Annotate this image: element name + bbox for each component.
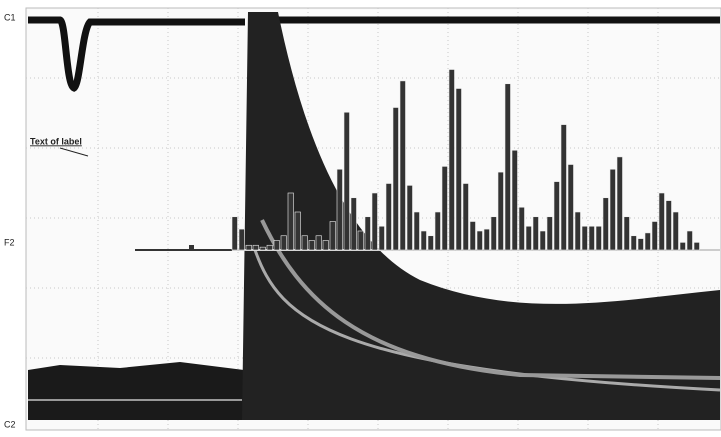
histogram-bar — [511, 149, 518, 251]
histogram-bar — [455, 88, 462, 251]
histogram-bar — [588, 225, 595, 251]
histogram-bar — [280, 235, 287, 251]
histogram-bar — [497, 171, 504, 251]
histogram-bar — [553, 181, 560, 251]
histogram-bar — [693, 242, 700, 251]
histogram-bar — [651, 221, 658, 251]
histogram-bar — [392, 107, 399, 251]
histogram-bar — [385, 183, 392, 251]
histogram-bar — [273, 240, 280, 251]
histogram-bar — [259, 246, 266, 251]
histogram-bar — [413, 211, 420, 251]
histogram-bar — [231, 216, 238, 251]
histogram-bar — [427, 235, 434, 251]
histogram-bar — [462, 183, 469, 251]
histogram-marker — [189, 245, 194, 250]
histogram-bar — [301, 235, 308, 251]
channel-label: F2 — [4, 237, 15, 247]
histogram-bar — [581, 225, 588, 251]
histogram-bar — [679, 242, 686, 251]
histogram — [231, 69, 700, 251]
decay-trace — [260, 219, 721, 380]
histogram-bar — [364, 216, 371, 251]
histogram-bar — [644, 232, 651, 251]
decay-trace — [253, 249, 721, 392]
histogram-bar — [532, 216, 539, 251]
histogram-bar — [665, 200, 672, 251]
histogram-bar — [504, 83, 511, 251]
annotation-pointer — [59, 147, 89, 157]
histogram-bar — [357, 230, 364, 251]
histogram-bar — [616, 156, 623, 251]
histogram-bar — [406, 185, 413, 251]
histogram-bar — [350, 197, 357, 251]
histogram-bar — [525, 225, 532, 251]
noise-band — [28, 362, 244, 420]
histogram-bar — [595, 225, 602, 251]
histogram-bar — [602, 197, 609, 251]
histogram-bar — [315, 235, 322, 251]
histogram-bar — [560, 124, 567, 251]
histogram-bar — [245, 244, 252, 251]
histogram-bar — [434, 211, 441, 251]
histogram-bar — [343, 111, 350, 251]
annotation-label: Text of label — [30, 136, 82, 146]
histogram-bar — [448, 69, 455, 251]
histogram-bar — [336, 168, 343, 251]
histogram-bar — [441, 166, 448, 251]
histogram-bar — [637, 238, 644, 251]
histogram-bar — [399, 80, 406, 251]
histogram-bar — [539, 230, 546, 251]
histogram-bar — [322, 240, 329, 251]
histogram-bar — [371, 192, 378, 251]
histogram-bar — [609, 168, 616, 251]
histogram-bar — [567, 164, 574, 251]
channel-label: C2 — [4, 419, 16, 429]
histogram-bar — [420, 230, 427, 251]
histogram-bar — [546, 216, 553, 251]
decay-cloud — [242, 12, 720, 420]
histogram-bar — [630, 235, 637, 251]
histogram-bar — [469, 221, 476, 251]
channel-label: C1 — [4, 12, 16, 22]
histogram-bar — [294, 211, 301, 251]
histogram-bar — [238, 228, 245, 251]
histogram-bar — [574, 211, 581, 251]
histogram-bar — [490, 216, 497, 251]
histogram-bar — [476, 230, 483, 251]
histogram-bar — [658, 192, 665, 251]
histogram-bar — [378, 225, 385, 251]
histogram-bar — [266, 244, 273, 251]
histogram-bar — [623, 216, 630, 251]
histogram-bar — [518, 206, 525, 251]
histogram-bar — [252, 244, 259, 251]
histogram-bar — [329, 221, 336, 251]
histogram-bar — [483, 228, 490, 251]
histogram-bar — [287, 192, 294, 251]
histogram-bar — [686, 230, 693, 251]
c1-trace — [28, 16, 245, 92]
histogram-bar — [672, 211, 679, 251]
histogram-bar — [308, 240, 315, 251]
